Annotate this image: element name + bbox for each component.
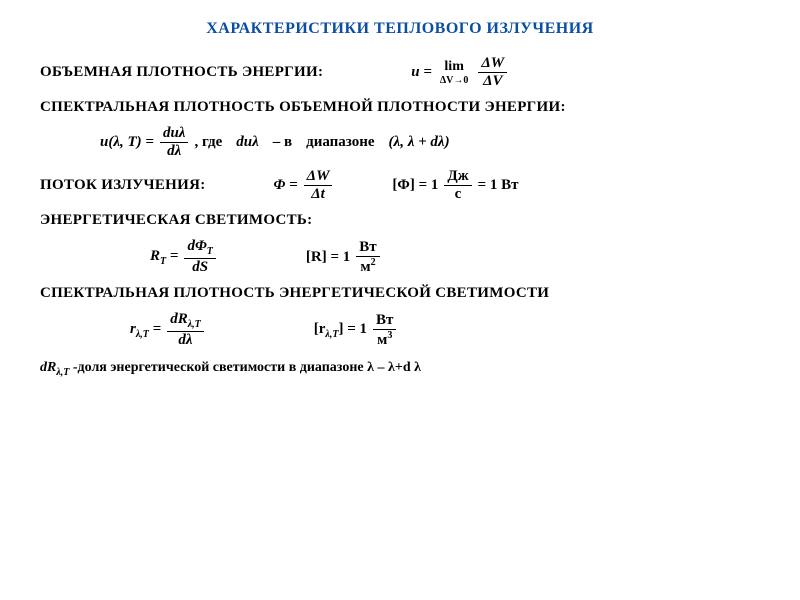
label-spectral-volume-density: СПЕКТРАЛЬНАЯ ПЛОТНОСТЬ ОБЪЕМНОЙ ПЛОТНОСТ… — [40, 99, 566, 116]
label-luminosity: ЭНЕРГЕТИЧЕСКАЯ СВЕТИМОСТЬ: — [40, 212, 312, 229]
label-spectral-luminosity: СПЕКТРАЛЬНАЯ ПЛОТНОСТЬ ЭНЕРГЕТИЧЕСКОЙ СВ… — [40, 285, 549, 302]
row-spectral-luminosity-formula: rλ,T = dRλ,T dλ [rλ,T] = 1 Вт м3 — [40, 312, 760, 348]
du-term: duλ — [236, 134, 259, 151]
page-title: ХАРАКТЕРИСТИКИ ТЕПЛОВОГО ИЗЛУЧЕНИЯ — [40, 20, 760, 38]
row-flux: ПОТОК ИЗЛУЧЕНИЯ: Φ = ΔW Δt [Φ] = 1 Дж с … — [40, 169, 760, 202]
range-interval: (λ, λ + dλ) — [389, 134, 450, 151]
dimension-spectral-luminosity: [rλ,T] = 1 Вт м3 — [314, 313, 399, 348]
limit: lim ΔV→0 — [440, 60, 469, 86]
row-spectral-luminosity-label: СПЕКТРАЛЬНАЯ ПЛОТНОСТЬ ЭНЕРГЕТИЧЕСКОЙ СВ… — [40, 285, 760, 302]
range-word: диапазоне — [306, 134, 374, 151]
label-volume-density: ОБЪЕМНАЯ ПЛОТНОСТЬ ЭНЕРГИИ: — [40, 64, 323, 81]
formula-spectral-density: u(λ, T) = duλ dλ , где — [100, 126, 222, 159]
lhs: u = — [411, 64, 432, 81]
formula-spectral-luminosity: rλ,T = dRλ,T dλ — [130, 312, 206, 348]
dimension-flux: [Φ] = 1 Дж с = 1 Вт — [392, 169, 518, 202]
dimension-luminosity: [R] = 1 Вт м2 — [306, 240, 382, 275]
row-luminosity-label: ЭНЕРГЕТИЧЕСКАЯ СВЕТИМОСТЬ: — [40, 212, 760, 229]
label-flux: ПОТОК ИЗЛУЧЕНИЯ: — [40, 177, 206, 194]
formula-luminosity: RT = dΦT dS — [150, 239, 218, 275]
formula-flux: Φ = ΔW Δt — [274, 169, 335, 202]
row-spectral-density-label: СПЕКТРАЛЬНАЯ ПЛОТНОСТЬ ОБЪЕМНОЙ ПЛОТНОСТ… — [40, 99, 760, 116]
dash: – в — [273, 134, 292, 151]
fraction: ΔW ΔV — [478, 56, 507, 89]
row-spectral-density-formula: u(λ, T) = duλ dλ , где duλ – в диапазоне… — [40, 126, 760, 159]
footnote: dRλ,T -доля энергетической светимости в … — [40, 360, 760, 378]
row-volume-density: ОБЪЕМНАЯ ПЛОТНОСТЬ ЭНЕРГИИ: u = lim ΔV→0… — [40, 56, 760, 89]
formula-volume-density: u = lim ΔV→0 ΔW ΔV — [411, 56, 509, 89]
row-luminosity-formula: RT = dΦT dS [R] = 1 Вт м2 — [40, 239, 760, 275]
